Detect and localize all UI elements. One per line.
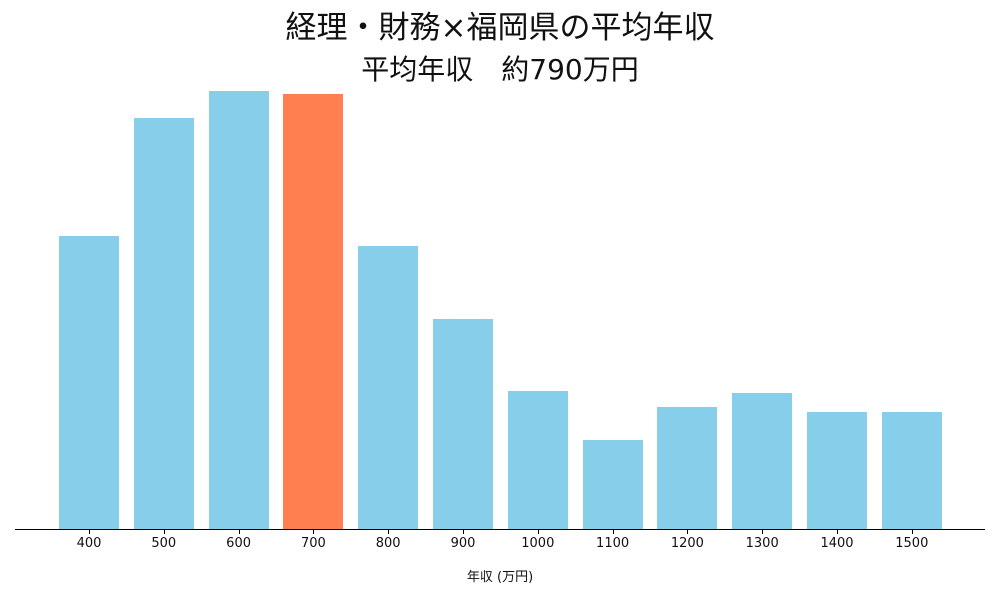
bar-1000 xyxy=(507,391,568,529)
bar-1100 xyxy=(582,440,643,529)
x-tick xyxy=(912,529,913,534)
x-tick-label: 400 xyxy=(76,536,102,551)
x-tick-label: 1500 xyxy=(895,536,929,551)
bar-1500 xyxy=(881,412,942,529)
x-tick xyxy=(613,529,614,534)
x-tick-label: 900 xyxy=(450,536,476,551)
bar-900 xyxy=(433,319,493,529)
bar-1300 xyxy=(732,393,793,529)
x-tick-label: 1100 xyxy=(596,536,630,551)
x-tick xyxy=(538,529,539,534)
x-tick xyxy=(313,529,314,534)
bar-600 xyxy=(208,91,269,529)
x-tick-label: 800 xyxy=(375,536,401,551)
plot-area xyxy=(15,60,985,529)
x-tick xyxy=(164,529,165,534)
x-tick-label: 1300 xyxy=(745,536,779,551)
x-tick-label: 500 xyxy=(151,536,177,551)
x-tick-label: 1400 xyxy=(820,536,854,551)
x-tick xyxy=(463,529,464,534)
x-axis-line xyxy=(15,529,985,530)
bar-700 xyxy=(283,94,344,529)
x-tick-label: 600 xyxy=(226,536,251,551)
bar-400 xyxy=(59,236,119,529)
x-tick-label: 1000 xyxy=(521,536,555,551)
bar-1200 xyxy=(657,407,718,529)
x-tick xyxy=(762,529,763,534)
bar-1400 xyxy=(807,412,867,529)
x-tick xyxy=(388,529,389,534)
x-tick-label: 700 xyxy=(300,536,326,551)
x-tick xyxy=(837,529,838,534)
bar-500 xyxy=(133,118,194,529)
x-tick-label: 1200 xyxy=(670,536,704,551)
chart-subtitle: 平均年収 約790万円 xyxy=(361,53,639,86)
x-tick xyxy=(687,529,688,534)
chart-title: 経理・財務×福岡県の平均年収 xyxy=(285,10,715,46)
x-tick xyxy=(239,529,240,534)
x-axis-label: 年収 (万円) xyxy=(466,570,534,585)
bar-800 xyxy=(358,246,419,529)
x-tick xyxy=(89,529,90,534)
